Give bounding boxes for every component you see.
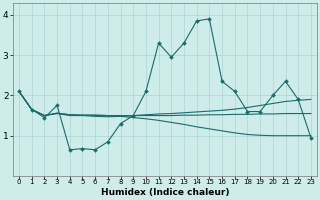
X-axis label: Humidex (Indice chaleur): Humidex (Indice chaleur) xyxy=(101,188,229,197)
